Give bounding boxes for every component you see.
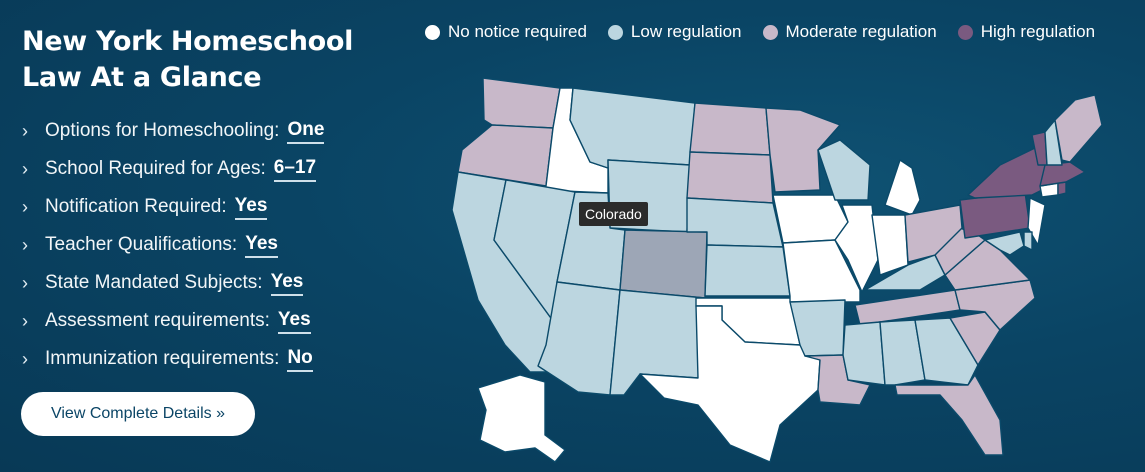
fact-value: Yes (270, 271, 304, 296)
legend-swatch (762, 24, 778, 40)
state-south-dakota[interactable] (686, 151, 774, 204)
fact-value: Yes (277, 309, 311, 334)
state-rhode-island[interactable] (1057, 181, 1067, 196)
legend-label: Moderate regulation (785, 22, 937, 41)
legend-item-high: High regulation (957, 22, 1096, 42)
state-delaware[interactable] (1023, 231, 1033, 251)
legend-item-low: Low regulation (607, 22, 742, 42)
fact-item-ages: › School Required for Ages: 6–17 (22, 150, 382, 188)
state-texas[interactable] (639, 305, 821, 463)
fact-item-notification: › Notification Required: Yes (22, 188, 382, 226)
state-new-hampshire[interactable] (1044, 119, 1063, 166)
fact-label: Immunization requirements: (45, 348, 280, 369)
state-ohio[interactable] (904, 204, 963, 263)
state-florida[interactable] (894, 374, 1004, 456)
state-iowa[interactable] (772, 194, 849, 244)
state-alaska[interactable] (477, 374, 566, 463)
chevron-right-icon: › (22, 158, 28, 179)
legend-label: No notice required (448, 22, 587, 41)
title-line-2: Law At a Glance (22, 62, 262, 93)
fact-label: School Required for Ages: (45, 158, 266, 179)
state-minnesota[interactable] (765, 107, 841, 193)
map-legend: No notice required Low regulation Modera… (425, 22, 1095, 42)
state-indiana[interactable] (871, 214, 909, 276)
fact-item-subjects: › State Mandated Subjects: Yes (22, 264, 382, 302)
fact-item-immunization: › Immunization requirements: No (22, 340, 382, 378)
legend-label: Low regulation (630, 22, 742, 41)
fact-item-options: › Options for Homeschooling: One (22, 112, 382, 150)
chevron-right-icon: › (22, 234, 28, 255)
state-montana[interactable] (569, 87, 696, 169)
state-maryland[interactable] (984, 231, 1025, 256)
legend-item-moderate: Moderate regulation (762, 22, 937, 42)
state-wisconsin[interactable] (817, 139, 871, 201)
state-georgia[interactable] (914, 317, 979, 386)
chevron-right-icon: › (22, 272, 28, 293)
summary-panel: New York Homeschool Law At a Glance › Opt… (22, 24, 382, 378)
legend-swatch (607, 24, 623, 40)
state-massachusetts[interactable] (1039, 161, 1086, 187)
state-illinois[interactable] (834, 204, 879, 293)
panel-title: New York Homeschool Law At a Glance (22, 24, 382, 96)
chevron-right-icon: › (22, 196, 28, 217)
state-kansas[interactable] (704, 244, 791, 297)
fact-value: 6–17 (273, 157, 317, 182)
state-maine[interactable] (1054, 94, 1103, 163)
state-north-dakota[interactable] (689, 102, 771, 156)
fact-list: › Options for Homeschooling: One › School R… (22, 112, 382, 378)
fact-item-teacher: › Teacher Qualifications: Yes (22, 226, 382, 264)
chevron-right-icon: › (22, 120, 28, 141)
fact-value: Yes (245, 233, 278, 258)
fact-value: Yes (234, 195, 268, 220)
state-washington[interactable] (482, 77, 561, 129)
state-alabama[interactable] (879, 319, 926, 386)
fact-value: One (287, 119, 325, 144)
state-pennsylvania[interactable] (959, 191, 1031, 239)
state-mississippi[interactable] (842, 321, 886, 386)
state-michigan[interactable] (884, 159, 921, 216)
state-tooltip: Colorado (579, 202, 648, 226)
fact-label: Notification Required: (45, 196, 227, 217)
fact-label: Assessment requirements: (45, 310, 270, 331)
fact-label: State Mandated Subjects: (45, 272, 263, 293)
fact-value: No (287, 347, 313, 372)
chevron-right-icon: › (22, 348, 28, 369)
fact-label: Options for Homeschooling: (45, 120, 280, 141)
chevron-right-icon: › (22, 310, 28, 331)
legend-label: High regulation (980, 22, 1096, 41)
fact-label: Teacher Qualifications: (45, 234, 238, 255)
legend-swatch (957, 24, 973, 40)
state-new-york[interactable] (967, 147, 1046, 199)
view-details-button[interactable]: View Complete Details » (21, 392, 255, 436)
legend-swatch (425, 24, 440, 40)
state-colorado[interactable] (619, 229, 708, 299)
title-line-1: New York Homeschool (22, 26, 354, 57)
fact-item-assessment: › Assessment requirements: Yes (22, 302, 382, 340)
legend-item-none: No notice required (425, 22, 587, 42)
